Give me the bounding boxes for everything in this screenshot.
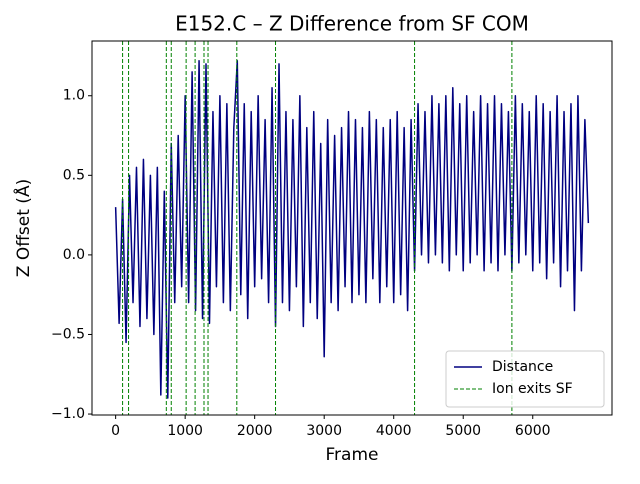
x-tick-label: 3000 <box>306 423 342 439</box>
x-tick-label: 0 <box>111 423 120 439</box>
y-tick-label: 1.0 <box>63 88 85 104</box>
legend-box <box>445 350 605 408</box>
x-tick-label: 5000 <box>445 423 481 439</box>
data-line <box>114 59 590 399</box>
y-tick-label: 0.0 <box>63 247 85 263</box>
x-tick-label: 1000 <box>167 423 203 439</box>
y-tick-label: −1.0 <box>51 406 85 422</box>
x-tick-label: 6000 <box>515 423 551 439</box>
y-axis-label: Z Offset (Å) <box>12 179 34 277</box>
x-tick-label: 2000 <box>237 423 273 439</box>
x-axis-label: Frame <box>326 445 379 465</box>
legend-label: Ion exits SF <box>492 381 573 397</box>
y-tick-label: 0.5 <box>63 167 85 183</box>
y-tick-label: −0.5 <box>51 326 85 342</box>
chart-title: E152.C – Z Difference from SF COM <box>175 12 529 36</box>
axes-frame <box>91 40 613 416</box>
legend-label: Distance <box>492 359 553 375</box>
plot-area <box>114 41 590 415</box>
x-tick-label: 4000 <box>376 423 412 439</box>
